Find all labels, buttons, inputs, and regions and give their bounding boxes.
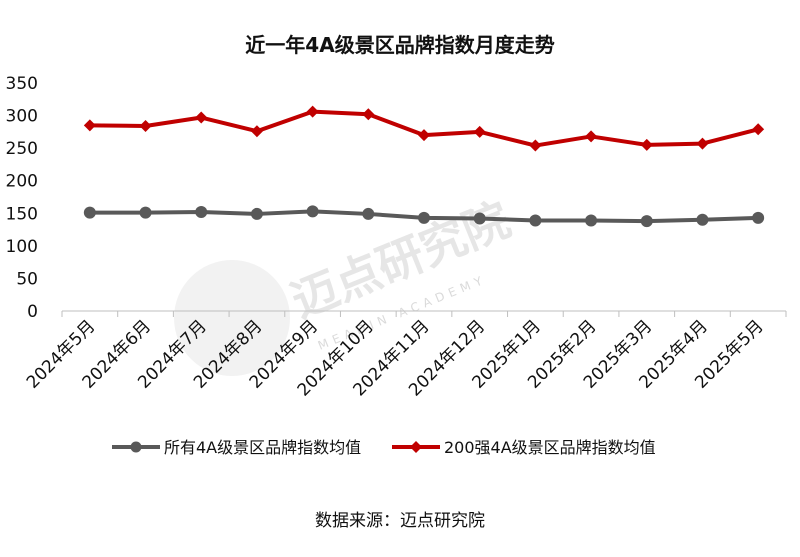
legend-label-all: 所有4A级景区品牌指数均值 xyxy=(164,438,361,457)
source-note: 数据来源：迈点研究院 xyxy=(315,511,485,531)
data-point xyxy=(529,214,542,227)
data-point xyxy=(362,207,375,220)
legend-marker-top200 xyxy=(410,441,422,453)
legend-label-top200: 200强4A级景区品牌指数均值 xyxy=(444,438,656,457)
data-point xyxy=(306,105,319,118)
data-point xyxy=(250,125,263,138)
data-point xyxy=(473,212,486,225)
data-point xyxy=(250,207,263,220)
x-axis: 2024年5月2024年6月2024年7月2024年8月2024年9月2024年… xyxy=(23,311,787,400)
y-tick-label: 200 xyxy=(6,172,38,192)
data-point xyxy=(418,129,430,142)
data-point xyxy=(418,211,430,224)
legend: 所有4A级景区品牌指数均值 200强4A级景区品牌指数均值 xyxy=(112,438,656,457)
y-tick-label: 0 xyxy=(27,302,38,322)
data-point xyxy=(83,206,96,219)
y-tick-label: 250 xyxy=(6,139,38,159)
data-point xyxy=(640,138,653,151)
legend-marker-all xyxy=(130,441,142,453)
y-tick-label: 50 xyxy=(16,269,38,289)
data-point xyxy=(752,123,765,136)
data-point xyxy=(139,206,152,219)
series-layer xyxy=(83,105,765,228)
data-point xyxy=(640,215,653,228)
data-point xyxy=(473,125,486,138)
y-axis: 0 50 100 150 200 250 300 350 xyxy=(6,74,38,322)
y-tick-label: 300 xyxy=(6,107,38,127)
y-tick-label: 100 xyxy=(6,237,38,257)
data-point xyxy=(362,108,375,121)
data-point xyxy=(585,130,598,143)
legend-item-top200: 200强4A级景区品牌指数均值 xyxy=(392,438,656,457)
y-tick-label: 150 xyxy=(6,204,38,224)
y-tick-label: 350 xyxy=(6,74,38,94)
data-point xyxy=(195,111,208,124)
data-point xyxy=(195,205,208,218)
chart-title: 近一年4A级景区品牌指数月度走势 xyxy=(245,33,554,57)
watermark-logo xyxy=(174,260,290,376)
data-point xyxy=(585,214,598,227)
data-point xyxy=(529,139,542,152)
data-point xyxy=(752,211,765,224)
legend-item-all: 所有4A级景区品牌指数均值 xyxy=(112,438,361,457)
data-point xyxy=(306,205,319,218)
data-point xyxy=(83,119,96,132)
data-point xyxy=(696,213,709,226)
data-point xyxy=(139,119,152,132)
data-point xyxy=(696,137,709,150)
